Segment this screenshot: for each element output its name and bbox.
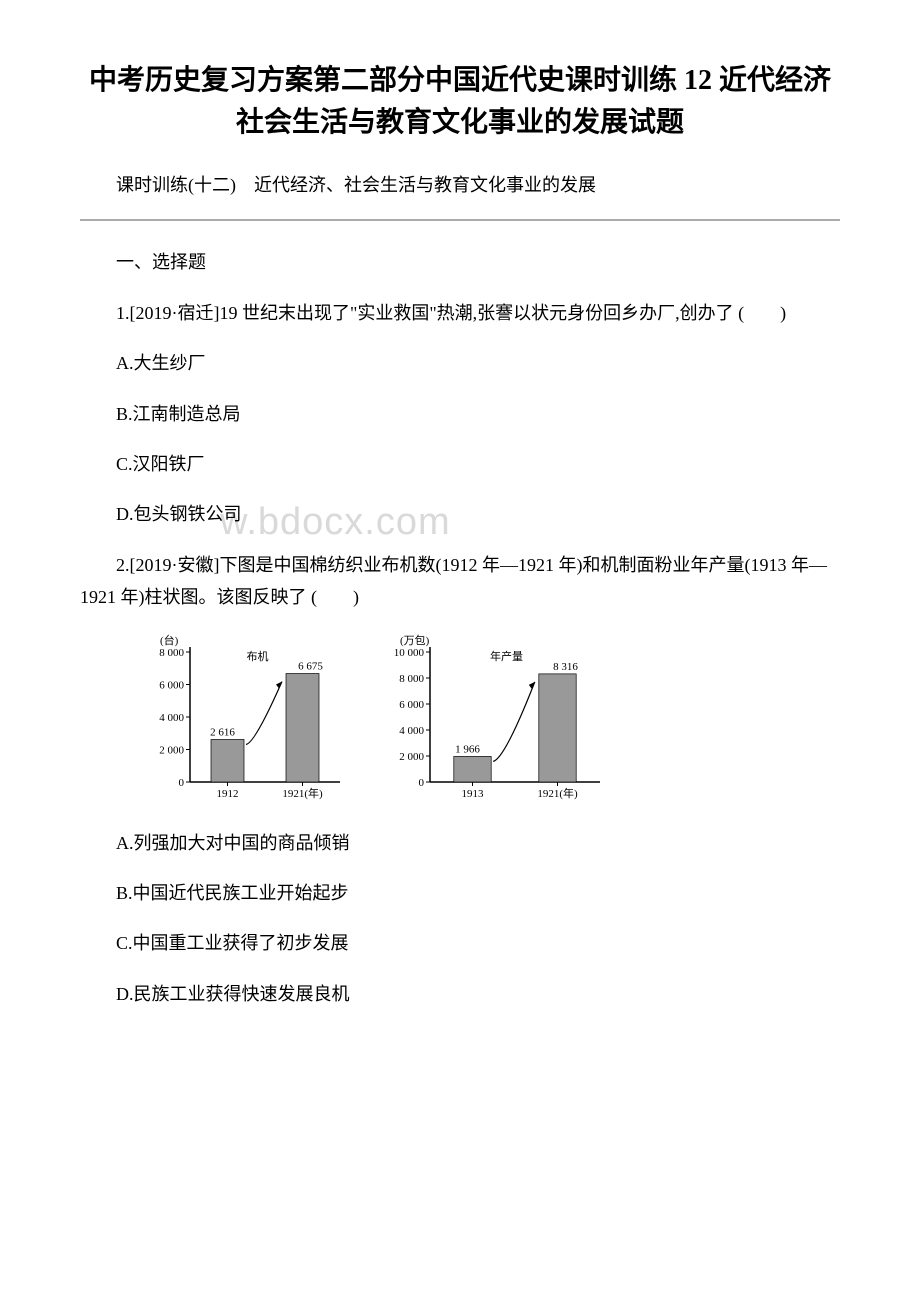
q2-option-c: C.中国重工业获得了初步发展 (80, 927, 840, 959)
svg-text:4 000: 4 000 (159, 712, 184, 724)
q2-option-d: D.民族工业获得快速发展良机 (80, 978, 840, 1010)
svg-text:2 000: 2 000 (399, 751, 424, 763)
svg-text:1921(年): 1921(年) (537, 786, 578, 800)
question-2: 2.[2019·安徽]下图是中国棉纺织业布机数(1912 年—1921 年)和机… (80, 549, 840, 614)
svg-text:(万包): (万包) (400, 634, 430, 647)
svg-text:6 000: 6 000 (159, 679, 184, 691)
chart-1-svg: (台) 0 2 000 4 000 6 000 8 000 2 616 1912 6 675 19… (140, 632, 350, 807)
section-heading: 一、选择题 (80, 246, 840, 278)
question-1: 1.[2019·宿迁]19 世纪末出现了"实业救国"热潮,张謇以状元身份回乡办厂… (80, 297, 840, 329)
svg-text:(台): (台) (160, 633, 179, 647)
q1-option-b: B.江南制造总局 (80, 398, 840, 430)
chart-2-svg: (万包) 0 2 000 4 000 6 000 8 000 10 000 1 966 1913… (380, 632, 610, 807)
chart-container: (台) 0 2 000 4 000 6 000 8 000 2 616 1912 6 675 19… (140, 632, 840, 807)
watermark-text: w.bdocx.com (220, 488, 451, 556)
svg-text:1 966: 1 966 (455, 743, 480, 755)
q1-option-c: C.汉阳铁厂 (80, 448, 840, 480)
svg-text:4 000: 4 000 (399, 725, 424, 737)
svg-text:0: 0 (179, 777, 185, 789)
svg-text:6 000: 6 000 (399, 699, 424, 711)
chart-1: (台) 0 2 000 4 000 6 000 8 000 2 616 1912 6 675 19… (140, 632, 350, 807)
subtitle: 课时训练(十二) 近代经济、社会生活与教育文化事业的发展 (80, 169, 840, 201)
q1-option-d: D.包头钢铁公司 (116, 504, 242, 524)
svg-text:1912: 1912 (217, 788, 239, 800)
svg-text:8 316: 8 316 (553, 660, 578, 672)
divider (80, 219, 840, 221)
svg-text:0: 0 (419, 777, 425, 789)
q2-option-a: A.列强加大对中国的商品倾销 (80, 827, 840, 859)
svg-text:8 000: 8 000 (399, 673, 424, 685)
svg-text:10 000: 10 000 (394, 647, 425, 659)
svg-text:8 000: 8 000 (159, 647, 184, 659)
svg-text:1921(年): 1921(年) (282, 786, 323, 800)
svg-text:年产量: 年产量 (490, 649, 523, 663)
svg-text:6 675: 6 675 (298, 660, 323, 672)
chart-2: (万包) 0 2 000 4 000 6 000 8 000 10 000 1 966 1913… (380, 632, 610, 807)
svg-text:2 616: 2 616 (210, 726, 235, 738)
svg-text:2 000: 2 000 (159, 744, 184, 756)
svg-text:布机: 布机 (247, 649, 269, 663)
q2-option-b: B.中国近代民族工业开始起步 (80, 877, 840, 909)
page-title: 中考历史复习方案第二部分中国近代史课时训练 12 近代经济社会生活与教育文化事业… (80, 60, 840, 144)
q1-option-a: A.大生纱厂 (80, 347, 840, 379)
svg-text:1913: 1913 (462, 788, 485, 800)
